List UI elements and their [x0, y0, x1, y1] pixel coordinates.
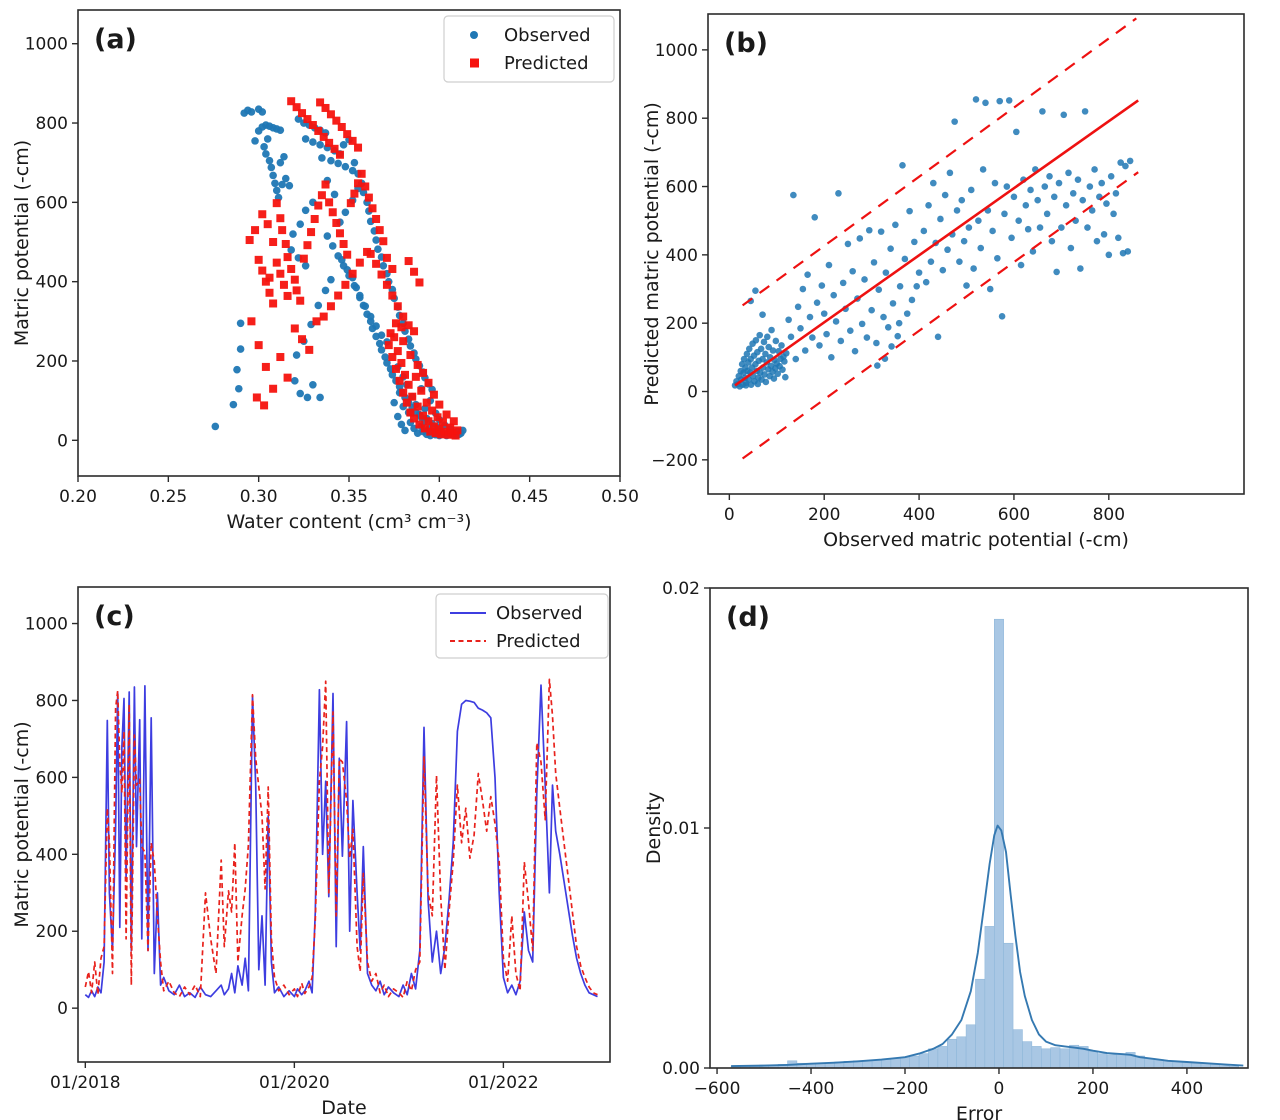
svg-text:400: 400 — [1171, 1079, 1203, 1099]
svg-text:−400: −400 — [788, 1079, 835, 1099]
svg-text:200: 200 — [1077, 1079, 1109, 1099]
svg-text:200: 200 — [36, 922, 68, 942]
histogram-bars — [730, 618, 1239, 1068]
y-axis: 0 200 400 600 800 1000 — [25, 35, 78, 451]
x-axis: 0.20 0.25 0.30 0.35 0.40 0.45 0.50 — [59, 476, 639, 507]
series-points — [731, 96, 1134, 390]
plot-frame — [707, 13, 1245, 495]
svg-text:400: 400 — [36, 845, 68, 865]
svg-text:Predicted: Predicted — [496, 631, 581, 652]
series-layer — [730, 618, 1244, 1068]
svg-text:0: 0 — [57, 999, 68, 1019]
series-predicted — [245, 97, 462, 440]
svg-text:01/2020: 01/2020 — [259, 1073, 330, 1093]
svg-text:1000: 1000 — [25, 35, 68, 55]
svg-text:0.40: 0.40 — [420, 487, 458, 507]
svg-text:0.50: 0.50 — [601, 487, 639, 507]
series-kde — [731, 824, 1244, 1068]
svg-text:01/2018: 01/2018 — [50, 1073, 121, 1093]
y-axis-label: Predicted matric potential (-cm) — [641, 102, 663, 406]
svg-text:Observed: Observed — [496, 603, 583, 624]
svg-text:Observed: Observed — [504, 25, 591, 46]
svg-text:800: 800 — [1093, 505, 1125, 525]
svg-text:600: 600 — [666, 178, 698, 198]
svg-text:1000: 1000 — [655, 41, 698, 61]
legend: Observed Predicted — [443, 15, 615, 83]
plot-frame — [77, 586, 611, 1063]
svg-text:−600: −600 — [694, 1079, 741, 1099]
plot-frame — [77, 9, 621, 477]
svg-text:0: 0 — [994, 1079, 1005, 1099]
svg-text:0.20: 0.20 — [59, 487, 97, 507]
x-axis-label: Date — [321, 1097, 366, 1119]
svg-text:800: 800 — [36, 114, 68, 134]
svg-text:0.00: 0.00 — [662, 1059, 700, 1079]
svg-text:800: 800 — [36, 691, 68, 711]
chart-c-time-series: 01/2018 01/2020 01/2022 0 200 400 600 800 1000 Da… — [11, 586, 611, 1119]
svg-text:400: 400 — [36, 273, 68, 293]
svg-text:Predicted: Predicted — [504, 53, 589, 74]
y-axis-label: Matric potential (-cm) — [11, 721, 33, 927]
legend: Observed Predicted — [435, 593, 609, 659]
y-axis: −200 0 200 400 600 800 1000 — [651, 41, 708, 471]
series-layer — [731, 17, 1139, 460]
series-layer — [211, 97, 467, 440]
chart-b-predicted-vs-observed-scatter: 0 200 400 600 800 −200 0 200 400 600 800 1000 Observ… — [641, 13, 1245, 551]
svg-text:0.35: 0.35 — [330, 487, 368, 507]
x-axis: −600 −400 −200 0 200 400 — [694, 1068, 1203, 1099]
y-axis: 0.00 0.01 0.02 — [662, 579, 710, 1079]
svg-text:600: 600 — [36, 193, 68, 213]
svg-text:600: 600 — [36, 768, 68, 788]
x-axis-label: Water content (cm³ cm⁻³) — [226, 511, 471, 533]
svg-text:400: 400 — [666, 246, 698, 266]
series-1-1-fit-line — [734, 99, 1139, 387]
x-axis-label: Observed matric potential (-cm) — [823, 529, 1129, 551]
chart-a-water-retention-scatter: 0.20 0.25 0.30 0.35 0.40 0.45 0.50 0 200 400 600 80… — [11, 9, 639, 533]
y-axis-label: Matric potential (-cm) — [11, 140, 33, 346]
y-axis-label: Density — [643, 792, 665, 864]
svg-text:0.01: 0.01 — [662, 819, 700, 839]
x-axis-label: Error — [956, 1103, 1003, 1120]
svg-text:200: 200 — [666, 314, 698, 334]
series-upper-bound — [741, 17, 1137, 307]
panel-letter: (d) — [726, 602, 770, 633]
y-axis: 0 200 400 600 800 1000 — [25, 615, 78, 1019]
panel-letter: (b) — [724, 28, 768, 59]
x-axis: 0 200 400 600 800 — [724, 494, 1125, 525]
panel-d: −600 −400 −200 0 200 400 0.00 0.01 0.02 Error Dens… — [640, 560, 1280, 1120]
series-lower-bound — [741, 171, 1139, 460]
svg-text:200: 200 — [36, 352, 68, 372]
plot-frame — [709, 587, 1249, 1069]
panel-b: 0 200 400 600 800 −200 0 200 400 600 800 1000 Observ… — [640, 0, 1280, 560]
x-axis: 01/2018 01/2020 01/2022 — [50, 1062, 539, 1093]
chart-d-error-density-histogram: −600 −400 −200 0 200 400 0.00 0.01 0.02 Error Dens… — [643, 579, 1249, 1120]
svg-text:0.30: 0.30 — [240, 487, 278, 507]
svg-text:1000: 1000 — [25, 615, 68, 635]
svg-text:0.25: 0.25 — [149, 487, 187, 507]
svg-text:−200: −200 — [882, 1079, 929, 1099]
panel-letter: (a) — [94, 24, 137, 55]
series-layer — [84, 678, 598, 999]
panel-a: 0.20 0.25 0.30 0.35 0.40 0.45 0.50 0 200 400 600 80… — [0, 0, 640, 560]
series-observed — [84, 684, 598, 999]
svg-text:0: 0 — [57, 431, 68, 451]
svg-text:−200: −200 — [651, 451, 698, 471]
svg-text:01/2022: 01/2022 — [468, 1073, 539, 1093]
svg-text:200: 200 — [808, 505, 840, 525]
svg-text:800: 800 — [666, 109, 698, 129]
svg-text:0.45: 0.45 — [511, 487, 549, 507]
svg-text:0: 0 — [724, 505, 735, 525]
series-predicted — [84, 678, 598, 999]
svg-text:600: 600 — [998, 505, 1030, 525]
svg-text:400: 400 — [903, 505, 935, 525]
panel-letter: (c) — [94, 601, 135, 632]
panel-c: 01/2018 01/2020 01/2022 0 200 400 600 800 1000 Da… — [0, 560, 640, 1120]
svg-text:0: 0 — [687, 383, 698, 403]
svg-text:0.02: 0.02 — [662, 579, 700, 599]
